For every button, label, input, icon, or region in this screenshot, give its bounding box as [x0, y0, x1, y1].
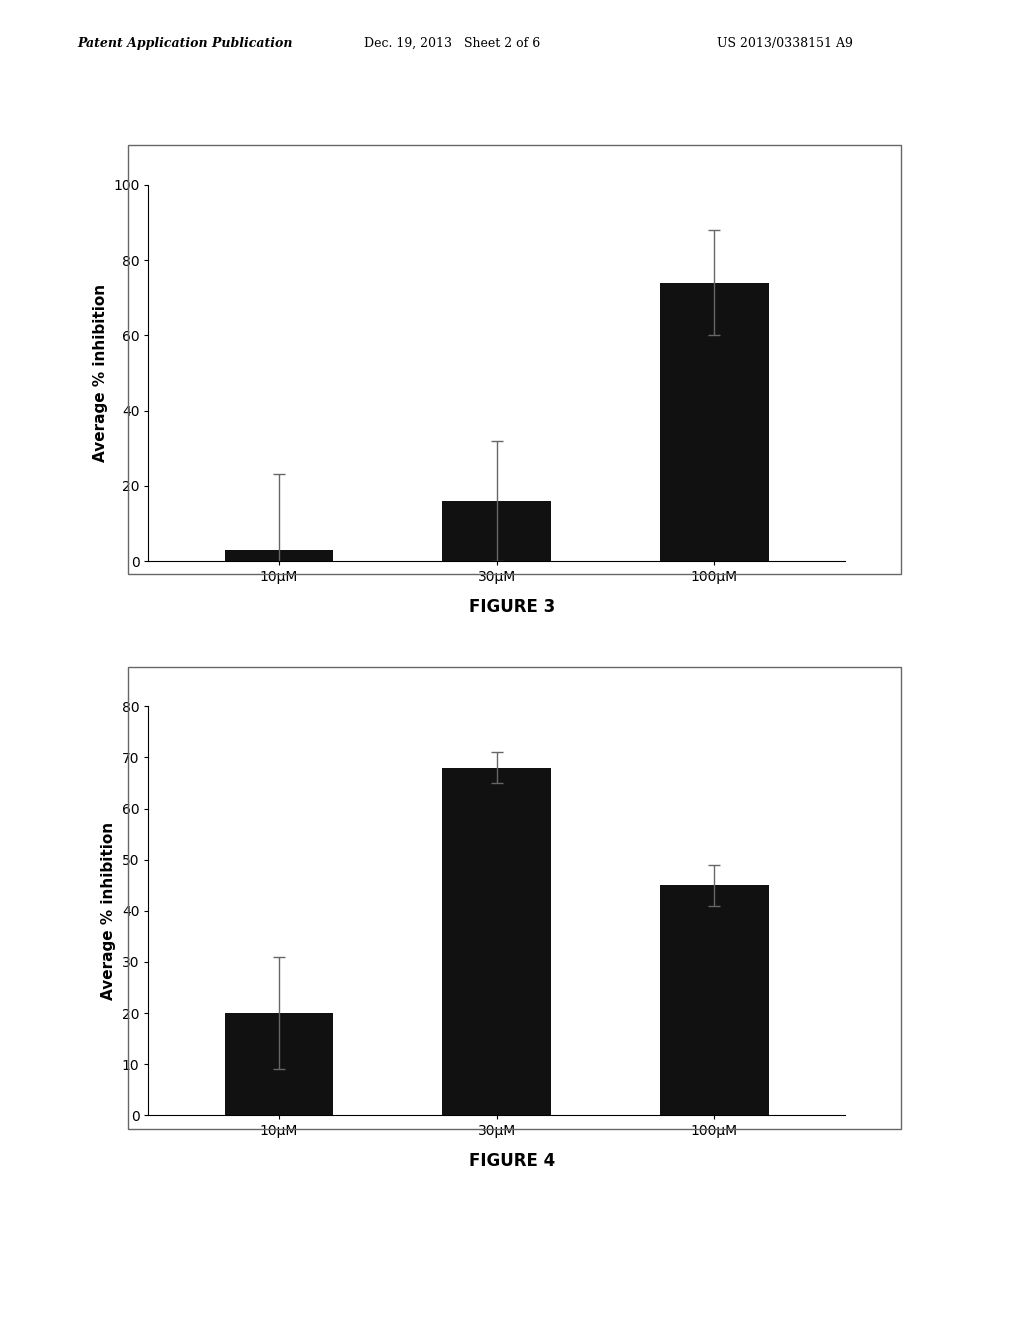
- Y-axis label: Average % inhibition: Average % inhibition: [101, 822, 117, 999]
- Text: FIGURE 3: FIGURE 3: [469, 598, 555, 616]
- Y-axis label: Average % inhibition: Average % inhibition: [92, 284, 108, 462]
- Text: Dec. 19, 2013   Sheet 2 of 6: Dec. 19, 2013 Sheet 2 of 6: [364, 37, 540, 50]
- Bar: [224, 549, 334, 561]
- Bar: [224, 1014, 334, 1115]
- Bar: [659, 886, 769, 1115]
- Bar: [442, 768, 551, 1115]
- Text: Patent Application Publication: Patent Application Publication: [77, 37, 292, 50]
- Text: FIGURE 4: FIGURE 4: [469, 1152, 555, 1171]
- Bar: [659, 282, 769, 561]
- Bar: [442, 500, 551, 561]
- Text: US 2013/0338151 A9: US 2013/0338151 A9: [717, 37, 853, 50]
